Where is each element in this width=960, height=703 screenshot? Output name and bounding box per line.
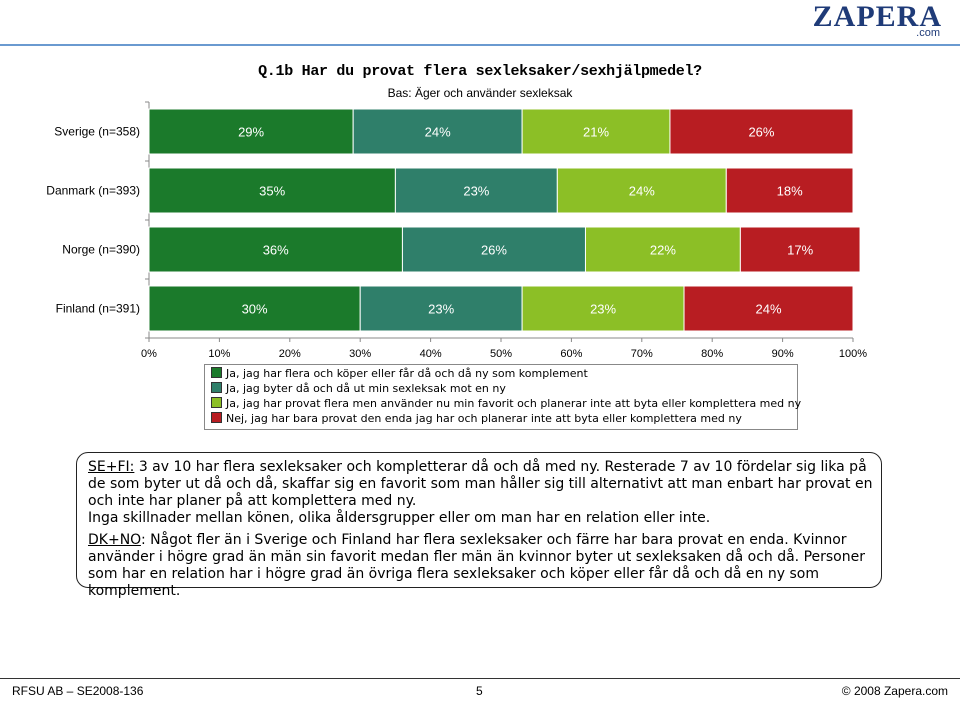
bar-value-label: 17%	[787, 243, 813, 258]
bar-value-label: 22%	[650, 243, 676, 258]
legend-label: Nej, jag har bara provat den enda jag ha…	[226, 412, 742, 425]
bar-value-label: 23%	[590, 302, 616, 317]
bar-segment	[556, 167, 727, 214]
summary-text-dk-no: : Något fler än i Sverige och Finland ha…	[88, 532, 865, 599]
bar-value-label: 21%	[583, 125, 609, 140]
legend-label: Ja, jag har flera och köper eller får då…	[226, 367, 588, 380]
bar-value-label: 26%	[481, 243, 507, 258]
stacked-bar-chart: 0% 10% 20% 30% 40% 50% 60% 70% 80% 90% 100% Sverige…	[46, 101, 867, 360]
bar-segment	[148, 285, 361, 332]
legend-item: Nej, jag har bara provat den enda jag ha…	[211, 412, 742, 426]
summary-box: SE+FI: 3 av 10 har flera sexleksaker och…	[76, 452, 882, 599]
zapera-logo: ZAPERA .com	[813, 2, 942, 40]
bar-segment	[394, 167, 558, 214]
summary-text-se-fi: 3 av 10 har flera sexleksaker och komple…	[88, 459, 873, 509]
footer-project: RFSU AB – SE2008-136	[12, 684, 144, 698]
x-tick-label: 100%	[839, 348, 867, 360]
bar-segment	[521, 108, 671, 155]
summary-label-se-fi: SE+FI:	[88, 459, 135, 475]
legend-swatch	[211, 412, 222, 423]
legend-item: Ja, jag har provat flera men använder nu…	[211, 397, 801, 411]
bar-segment	[148, 108, 354, 155]
bar-segment	[739, 226, 861, 273]
category-label: Norge (n=390)	[62, 243, 140, 257]
summary-paragraph-dk-no: DK+NO: Något fler än i Sverige och Finla…	[88, 532, 878, 600]
footer-rule	[0, 678, 960, 679]
bar-segment	[683, 285, 854, 332]
x-tick-label: 40%	[420, 348, 442, 360]
bar-segment	[725, 167, 854, 214]
bar-value-label: 30%	[242, 302, 268, 317]
legend-swatch	[211, 367, 222, 378]
x-tick-label: 80%	[701, 348, 723, 360]
summary-label-dk-no: DK+NO	[88, 532, 141, 548]
chart-legend: Ja, jag har flera och köper eller får då…	[204, 364, 801, 430]
logo-suffix: .com	[916, 27, 940, 39]
legend-swatch	[211, 397, 222, 408]
bar-value-label: 23%	[428, 302, 454, 317]
bar-value-label: 36%	[263, 243, 289, 258]
category-label: Sverige (n=358)	[54, 125, 140, 139]
bar-segment	[148, 226, 403, 273]
bar-value-label: 24%	[629, 184, 655, 199]
legend-item: Ja, jag byter då och då ut min sexleksak…	[211, 382, 506, 396]
legend-label: Ja, jag har provat flera men använder nu…	[226, 397, 802, 410]
x-tick-label: 0%	[141, 348, 157, 360]
bar-segment	[359, 285, 523, 332]
bar-value-label: 26%	[748, 125, 774, 140]
logo-wordmark: ZAPERA	[812, 0, 942, 33]
summary-paragraph-se-fi: SE+FI: 3 av 10 har flera sexleksaker och…	[88, 459, 878, 510]
x-tick-label: 50%	[490, 348, 512, 360]
bar-segment	[584, 226, 741, 273]
bar-value-label: 29%	[238, 125, 264, 140]
bar-value-label: 35%	[259, 184, 285, 199]
bar-segment	[401, 226, 586, 273]
legend-swatch	[211, 382, 222, 393]
bar-value-label: 18%	[777, 184, 803, 199]
chart-title: Q.1b Har du provat flera sexleksaker/sex…	[258, 63, 702, 80]
bar-segment	[521, 285, 685, 332]
category-label: Danmark (n=393)	[46, 184, 140, 198]
summary-paragraph-no-diff: Inga skillnader mellan könen, olika ålde…	[88, 510, 711, 526]
summary-text: SE+FI: 3 av 10 har flera sexleksaker och…	[88, 459, 878, 600]
bar-value-label: 23%	[463, 184, 489, 199]
header-rule	[0, 44, 960, 46]
x-tick-label: 10%	[208, 348, 230, 360]
legend-item: Ja, jag har flera och köper eller får då…	[211, 367, 588, 381]
x-tick-label: 20%	[279, 348, 301, 360]
x-tick-label: 70%	[631, 348, 653, 360]
legend-label: Ja, jag byter då och då ut min sexleksak…	[226, 382, 506, 395]
chart-subtitle: Bas: Äger och använder sexleksak	[387, 86, 573, 100]
footer-copyright: © 2008 Zapera.com	[841, 684, 948, 698]
bar-value-label: 24%	[756, 302, 782, 317]
x-tick-label: 30%	[349, 348, 371, 360]
x-tick-label: 60%	[560, 348, 582, 360]
bar-segment	[148, 167, 396, 214]
bar-segment	[352, 108, 523, 155]
page-number: 5	[476, 684, 483, 698]
bar-value-label: 24%	[425, 125, 451, 140]
bar-segment	[669, 108, 854, 155]
x-tick-label: 90%	[772, 348, 794, 360]
category-label: Finland (n=391)	[56, 302, 140, 316]
